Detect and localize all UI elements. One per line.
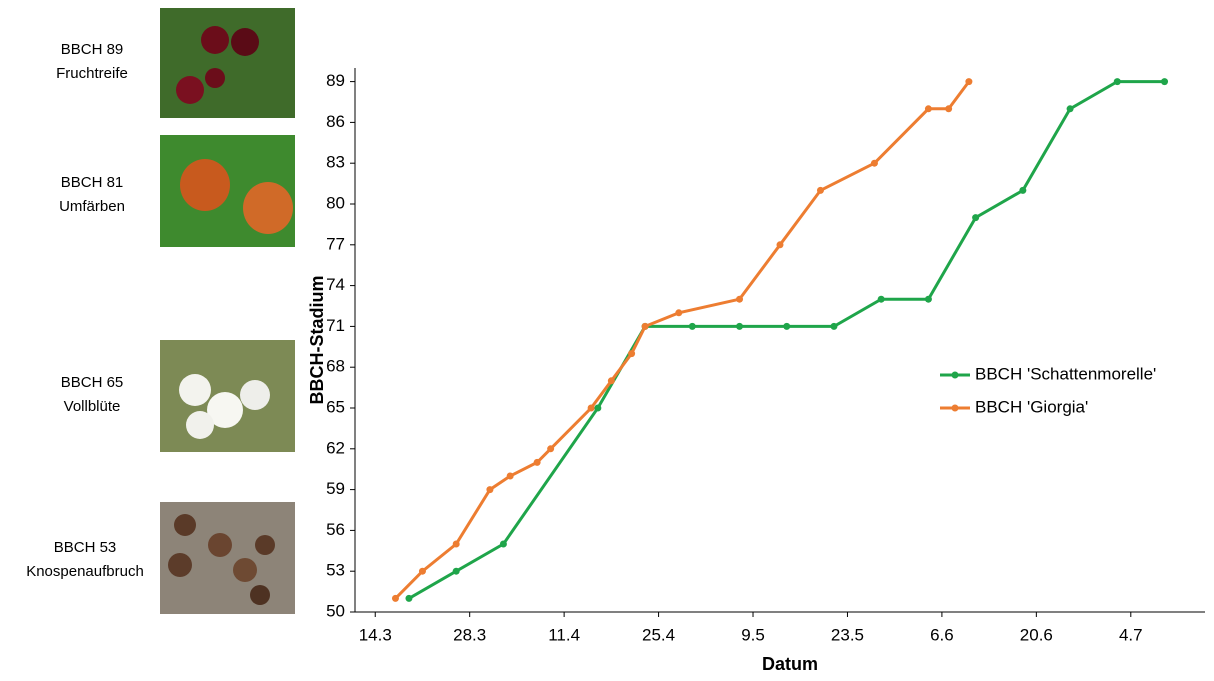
data-point [675,309,683,317]
x-axis-title: Datum [762,654,818,674]
stage-name: Knospenaufbruch [26,563,144,580]
x-tick-label: 23.5 [831,625,864,644]
legend-label: BBCH 'Schattenmorelle' [975,364,1156,383]
data-point [405,594,413,602]
legend-label: BBCH 'Giorgia' [975,397,1088,416]
y-tick-label: 80 [326,193,345,212]
y-tick-label: 53 [326,561,345,580]
y-tick-label: 86 [326,112,345,131]
data-point [776,241,784,249]
data-point [736,295,744,303]
data-point [924,295,932,303]
data-point [830,322,838,330]
y-tick-label: 59 [326,479,345,498]
data-point [452,567,460,575]
data-point [452,540,460,548]
x-tick-label: 9.5 [741,625,765,644]
y-tick-label: 83 [326,153,345,172]
x-tick-label: 11.4 [548,625,580,644]
data-point [972,214,980,222]
data-point [547,445,555,453]
series-line [408,80,1165,600]
data-point [607,377,615,385]
data-point [594,404,602,412]
stage-photos [160,8,295,614]
data-point [533,458,541,466]
y-tick-label: 65 [326,397,345,416]
photo-cherries-ripe [160,8,295,118]
data-point [877,295,885,303]
stage-name: Vollblüte [64,398,121,415]
data-point [688,322,696,330]
data-point [945,105,953,113]
stage-code: BBCH 53 [54,539,117,556]
legend-marker [951,371,959,379]
x-tick-label: 28.3 [453,625,486,644]
y-tick-label: 77 [326,234,345,253]
data-point [506,472,514,480]
data-point [965,78,973,86]
stage-name: Fruchtreife [56,65,128,82]
data-point [641,322,649,330]
x-tick-label: 25.4 [642,625,675,644]
x-tick-label: 6.6 [930,625,954,644]
data-point [924,105,932,113]
y-tick-label: 89 [326,71,345,90]
data-point [486,486,494,494]
data-point [391,594,399,602]
data-point [816,186,824,194]
data-point [1019,186,1027,194]
data-point [1161,78,1169,86]
x-tick-label: 14.3 [359,625,392,644]
y-tick-label: 50 [326,601,345,620]
x-tick-label: 4.7 [1119,625,1143,644]
data-point [418,567,426,575]
y-tick-label: 74 [326,275,345,294]
data-point [870,159,878,167]
y-tick-label: 68 [326,357,345,376]
y-axis-title: BBCH-Stadium [307,276,327,405]
stage-code: BBCH 89 [61,41,124,58]
series-line [394,80,971,600]
y-tick-label: 71 [326,316,345,335]
stage-code: BBCH 81 [61,174,124,191]
data-point [736,322,744,330]
y-tick-label: 56 [326,520,345,539]
legend-marker [951,404,959,412]
data-point [628,350,636,358]
stage-code: BBCH 65 [61,374,124,391]
stage-name: Umfärben [59,198,125,215]
x-tick-label: 20.6 [1020,625,1053,644]
y-tick-label: 62 [326,438,345,457]
data-point [1066,105,1074,113]
data-point [783,322,791,330]
data-point [587,404,595,412]
data-point [1113,78,1121,86]
data-point [499,540,507,548]
